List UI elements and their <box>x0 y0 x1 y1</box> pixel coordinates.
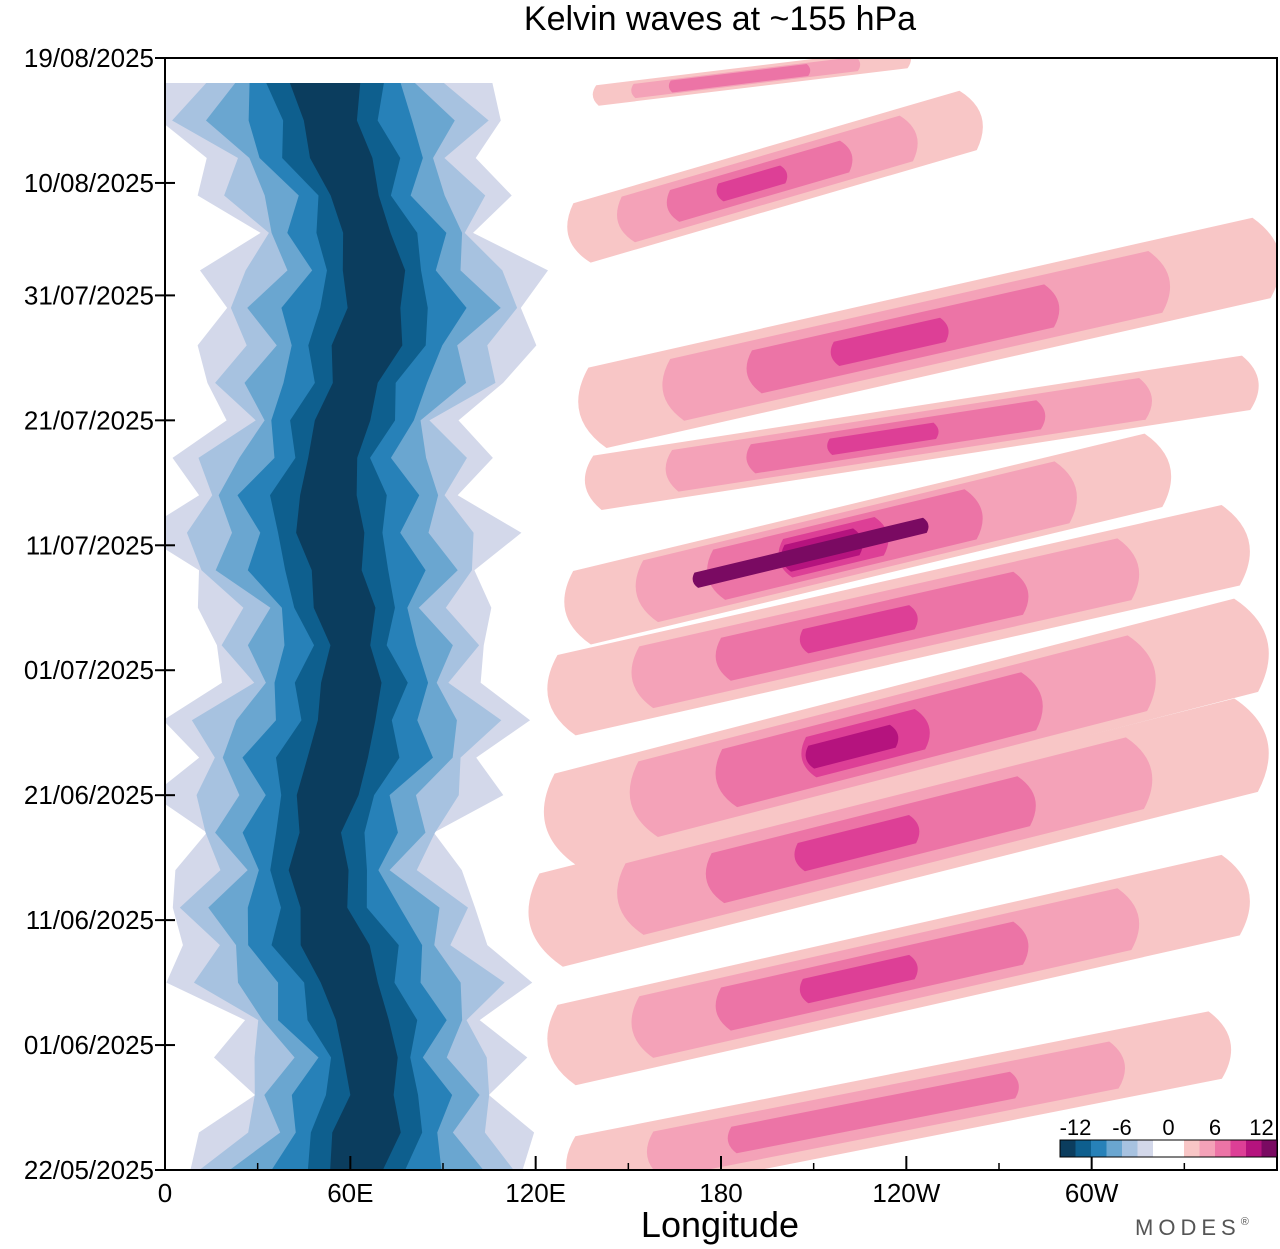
colorbar-label: 6 <box>1209 1115 1221 1140</box>
y-tick-label: 11/06/2025 <box>26 905 154 935</box>
colorbar-swatch <box>1168 1140 1185 1157</box>
y-axis: 22/05/2025 01/06/2025 11/06/2025 21/06/2025… <box>24 43 175 1185</box>
y-tick-label: 31/07/2025 <box>24 280 154 310</box>
colorbar-swatch <box>1215 1140 1231 1157</box>
positive-anomaly-contour <box>668 64 811 93</box>
positive-anomaly-contour <box>830 317 949 367</box>
colorbar-swatch <box>1261 1140 1278 1157</box>
colorbar-swatch <box>1246 1140 1262 1157</box>
y-tick-label: 21/06/2025 <box>24 780 154 810</box>
colorbar-swatch <box>1137 1140 1154 1157</box>
colorbar-swatch <box>1091 1140 1107 1157</box>
y-tick-label: 10/08/2025 <box>24 168 154 198</box>
x-tick-label: 60W <box>1065 1178 1119 1208</box>
contour-field <box>165 58 1277 1170</box>
y-tick-label: 19/08/2025 <box>24 43 154 73</box>
brand-logo: MODES® <box>1135 1215 1254 1240</box>
x-axis-label: Longitude <box>641 1204 799 1245</box>
x-axis: 0 60E 120E 180 120W 60W <box>158 1156 1186 1208</box>
x-tick-label: 120W <box>872 1178 940 1208</box>
colorbar-swatch <box>1060 1140 1076 1157</box>
positive-anomaly-contour <box>727 1071 1019 1154</box>
positive-anomaly-contour <box>805 724 899 769</box>
colorbar-swatch <box>1199 1140 1216 1157</box>
positive-anomaly-contour <box>692 517 929 588</box>
chart-title: Kelvin waves at ~155 hPa <box>524 0 916 38</box>
colorbar-swatch <box>1122 1140 1138 1157</box>
x-tick-label: 120E <box>505 1178 566 1208</box>
x-tick-label: 180 <box>699 1178 742 1208</box>
positive-anomaly-contour <box>794 815 920 872</box>
colorbar-frame <box>1059 1139 1278 1158</box>
colorbar: -12 -6 0 6 12 <box>1059 1115 1278 1158</box>
colorbar-label: 12 <box>1249 1115 1273 1140</box>
colorbar-label: 0 <box>1162 1115 1174 1140</box>
positive-anomaly-contour <box>799 954 918 1004</box>
x-tick-label: 60E <box>327 1178 373 1208</box>
y-tick-label: 21/07/2025 <box>24 405 154 435</box>
colorbar-swatch <box>1075 1140 1092 1157</box>
colorbar-swatch <box>1230 1140 1247 1157</box>
negative-anomaly-contour <box>288 82 406 1170</box>
colorbar-label: -6 <box>1112 1115 1132 1140</box>
x-tick-label: 0 <box>158 1178 172 1208</box>
positive-anomaly-contour <box>827 422 939 456</box>
colorbar-swatch <box>1153 1140 1169 1157</box>
y-tick-label: 11/07/2025 <box>26 530 154 560</box>
y-tick-label: 01/06/2025 <box>24 1030 154 1060</box>
positive-anomaly-contour <box>799 605 918 654</box>
colorbar-swatch <box>1106 1140 1123 1157</box>
y-tick-label: 01/07/2025 <box>24 655 154 685</box>
y-tick-label: 22/05/2025 <box>24 1155 154 1185</box>
colorbar-swatch <box>1184 1140 1200 1157</box>
colorbar-label: -12 <box>1060 1115 1092 1140</box>
positive-anomaly-contour <box>716 165 788 202</box>
